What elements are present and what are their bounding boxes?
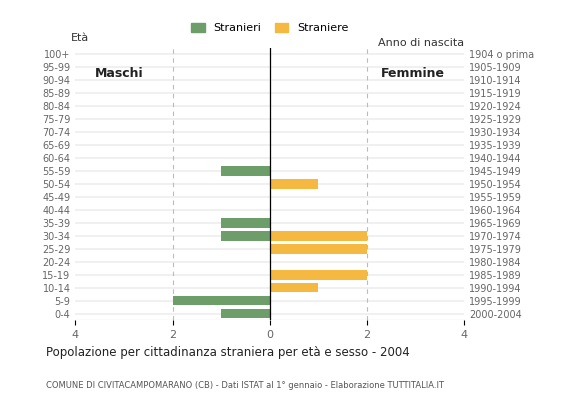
Text: Popolazione per cittadinanza straniera per età e sesso - 2004: Popolazione per cittadinanza straniera p…: [46, 346, 410, 359]
Bar: [270, 231, 367, 241]
Bar: [270, 244, 367, 254]
Bar: [270, 283, 318, 292]
Legend: Stranieri, Straniere: Stranieri, Straniere: [187, 18, 353, 37]
Bar: [270, 179, 318, 189]
Bar: [221, 231, 270, 241]
Text: Anno di nascita: Anno di nascita: [378, 38, 464, 48]
Bar: [221, 218, 270, 228]
Text: Femmine: Femmine: [380, 68, 445, 80]
Bar: [270, 270, 367, 280]
Text: COMUNE DI CIVITACAMPOMARANO (CB) - Dati ISTAT al 1° gennaio - Elaborazione TUTTI: COMUNE DI CIVITACAMPOMARANO (CB) - Dati …: [46, 381, 444, 390]
Text: Maschi: Maschi: [95, 68, 143, 80]
Bar: [221, 309, 270, 318]
Bar: [221, 166, 270, 176]
Text: Età: Età: [71, 34, 89, 44]
Bar: [173, 296, 270, 306]
